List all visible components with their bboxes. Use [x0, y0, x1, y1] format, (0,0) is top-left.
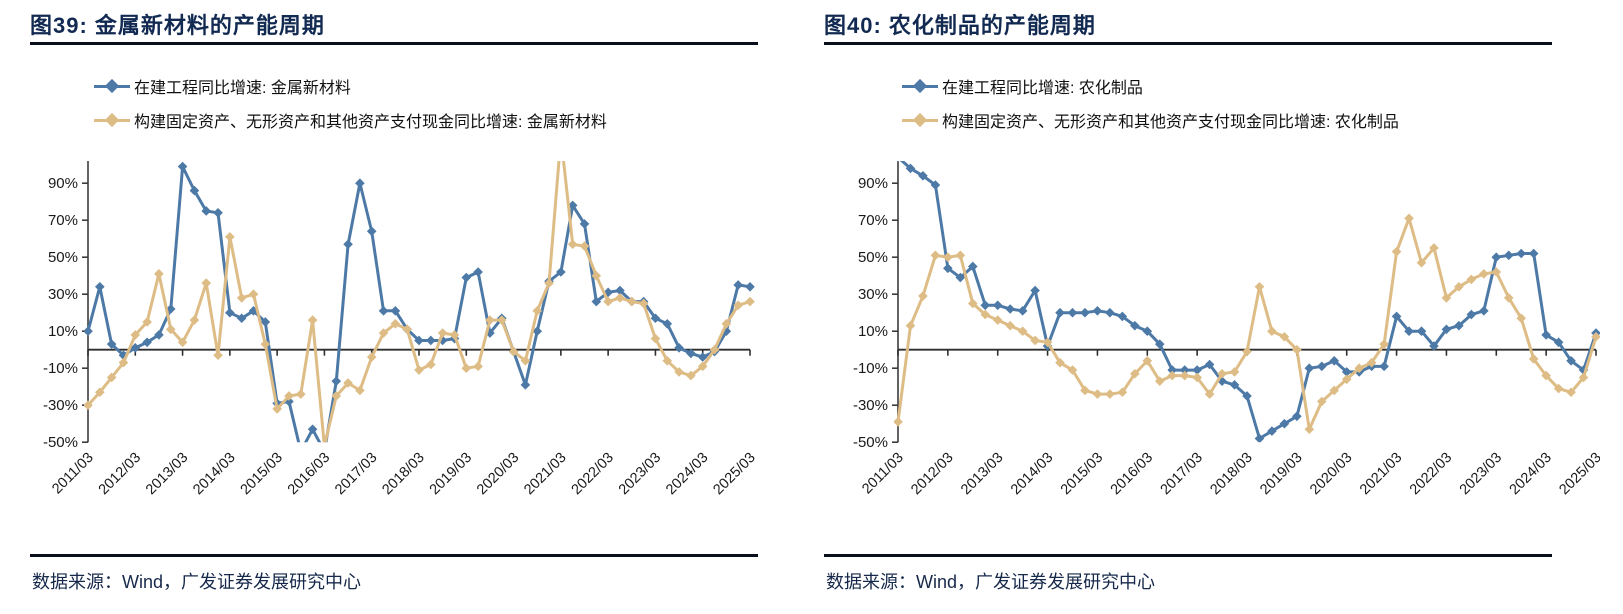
svg-text:70%: 70% [48, 212, 78, 229]
svg-text:2024/03: 2024/03 [663, 450, 711, 498]
svg-text:2019/03: 2019/03 [427, 450, 475, 498]
svg-text:2016/03: 2016/03 [1108, 450, 1156, 498]
svg-text:2020/03: 2020/03 [474, 450, 522, 498]
svg-text:-30%: -30% [853, 397, 888, 414]
svg-text:2013/03: 2013/03 [143, 450, 191, 498]
svg-text:-30%: -30% [43, 397, 78, 414]
figure-39-title: 图39: 金属新材料的产能周期 [30, 13, 325, 38]
svg-text:2021/03: 2021/03 [521, 450, 569, 498]
svg-text:2022/03: 2022/03 [1407, 450, 1455, 498]
svg-text:10%: 10% [48, 323, 78, 340]
figure-40-legend: 在建工程同比增速: 农化制品 构建固定资产、无形资产和其他资产支付现金同比增速:… [902, 74, 1399, 142]
svg-text:-10%: -10% [853, 360, 888, 377]
legend-item-blue: 在建工程同比增速: 农化制品 [902, 74, 1399, 98]
svg-text:-10%: -10% [43, 360, 78, 377]
svg-text:2012/03: 2012/03 [908, 450, 956, 498]
svg-text:2015/03: 2015/03 [238, 450, 286, 498]
svg-text:2023/03: 2023/03 [1457, 450, 1505, 498]
figure-39-legend: 在建工程同比增速: 金属新材料 构建固定资产、无形资产和其他资产支付现金同比增速… [94, 74, 607, 142]
legend-item-tan: 构建固定资产、无形资产和其他资产支付现金同比增速: 金属新材料 [94, 108, 607, 132]
legend-line-diamond-icon [94, 112, 130, 128]
svg-text:2013/03: 2013/03 [958, 450, 1006, 498]
svg-text:2023/03: 2023/03 [616, 450, 664, 498]
svg-text:2021/03: 2021/03 [1357, 450, 1405, 498]
svg-text:2017/03: 2017/03 [1158, 450, 1206, 498]
svg-text:30%: 30% [48, 286, 78, 303]
svg-text:2014/03: 2014/03 [1008, 450, 1056, 498]
svg-text:2022/03: 2022/03 [569, 450, 617, 498]
figure-39-chart: 90% 70% 50% 30% 10% -10% -30% -50%2011/032012/0… [43, 161, 759, 498]
svg-text:2025/03: 2025/03 [710, 450, 758, 498]
legend-label: 构建固定资产、无形资产和其他资产支付现金同比增速: 农化制品 [942, 114, 1399, 131]
legend-label: 在建工程同比增速: 农化制品 [942, 80, 1143, 97]
svg-text:2019/03: 2019/03 [1257, 450, 1305, 498]
svg-text:2016/03: 2016/03 [285, 450, 333, 498]
svg-text:-50%: -50% [43, 434, 78, 451]
svg-text:50%: 50% [48, 249, 78, 266]
svg-text:2018/03: 2018/03 [1207, 450, 1255, 498]
legend-line-diamond-icon [902, 78, 938, 94]
figure-40-title: 图40: 农化制品的产能周期 [824, 13, 1096, 38]
svg-text:70%: 70% [858, 212, 888, 229]
svg-text:90%: 90% [858, 175, 888, 192]
legend-line-diamond-icon [902, 112, 938, 128]
figure-40-source: 数据来源：Wind，广发证券发展研究中心 [826, 572, 1156, 592]
legend-line-diamond-icon [94, 78, 130, 94]
legend-label: 构建固定资产、无形资产和其他资产支付现金同比增速: 金属新材料 [134, 114, 607, 131]
figure-39-source: 数据来源：Wind，广发证券发展研究中心 [32, 572, 362, 592]
svg-text:2018/03: 2018/03 [379, 450, 427, 498]
source-divider [30, 554, 758, 557]
svg-text:2017/03: 2017/03 [332, 450, 380, 498]
svg-text:2024/03: 2024/03 [1507, 450, 1555, 498]
svg-text:2012/03: 2012/03 [96, 450, 144, 498]
source-divider [824, 554, 1552, 557]
title-divider [30, 42, 758, 45]
svg-text:10%: 10% [858, 323, 888, 340]
legend-label: 在建工程同比增速: 金属新材料 [134, 80, 351, 97]
svg-text:50%: 50% [858, 249, 888, 266]
svg-text:-50%: -50% [853, 434, 888, 451]
figure-40-chart: 90% 70% 50% 30% 10% -10% -30% -50%2011/03 2012/0… [853, 161, 1600, 498]
svg-text:30%: 30% [858, 286, 888, 303]
legend-item-tan: 构建固定资产、无形资产和其他资产支付现金同比增速: 农化制品 [902, 108, 1399, 132]
svg-text:2011/03: 2011/03 [49, 450, 97, 498]
figure-39-panel: 图39: 金属新材料的产能周期 在建工程同比增速: 金属新材料 构建固定资产、无… [30, 0, 822, 614]
svg-text:2025/03: 2025/03 [1556, 450, 1600, 498]
figure-40-panel: 图40: 农化制品的产能周期 在建工程同比增速: 农化制品 构建固定资产、无形资… [824, 0, 1616, 614]
svg-text:2020/03: 2020/03 [1307, 450, 1355, 498]
svg-text:2015/03: 2015/03 [1058, 450, 1106, 498]
svg-text:2011/03: 2011/03 [859, 450, 907, 498]
title-divider [824, 42, 1552, 45]
legend-item-blue: 在建工程同比增速: 金属新材料 [94, 74, 607, 98]
svg-text:2014/03: 2014/03 [190, 450, 238, 498]
svg-text:90%: 90% [48, 175, 78, 192]
